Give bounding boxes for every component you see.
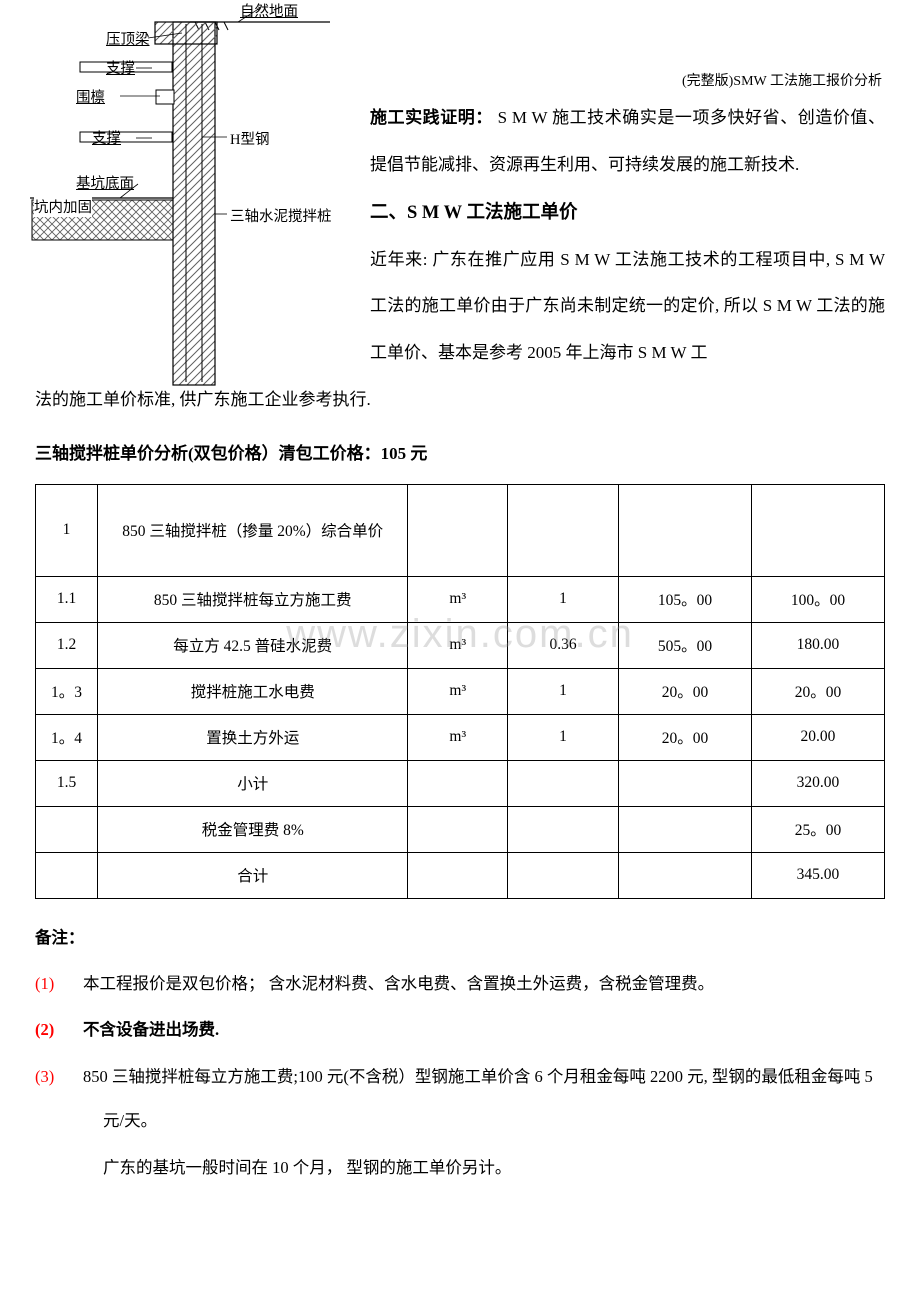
cell: m³	[408, 668, 508, 714]
cross-section-diagram: 自然地面 压顶梁 支撑 围檩 支撑 H型钢 基坑底面 坑内加固 三轴水泥搅拌桩	[20, 0, 330, 395]
cell: 850 三轴搅拌桩每立方施工费	[98, 576, 408, 622]
note-text: 不含设备进出场费.	[83, 1020, 219, 1039]
table-heading: 三轴搅拌桩单价分析(双包价格）清包工价格：105 元	[35, 432, 885, 476]
cell	[36, 806, 98, 852]
cell: 505。00	[618, 622, 751, 668]
label-natural-ground: 自然地面	[240, 0, 298, 21]
note-continuation: 广东的基坑一般时间在 10 个月， 型钢的施工单价另计。	[35, 1146, 885, 1191]
note-number: (3)	[35, 1055, 83, 1100]
table-row: 1.5 小计 320.00	[36, 760, 885, 806]
cell	[618, 484, 751, 576]
table-row: 合计 345.00	[36, 852, 885, 898]
p1-emphasis: 施工实践证明：	[370, 108, 493, 127]
cell	[508, 760, 619, 806]
cell	[751, 484, 884, 576]
cell: 180.00	[751, 622, 884, 668]
cell: 税金管理费 8%	[98, 806, 408, 852]
cell	[618, 852, 751, 898]
cell	[508, 806, 619, 852]
cell	[36, 852, 98, 898]
cell: 置换土方外运	[98, 714, 408, 760]
table-row: 税金管理费 8% 25。00	[36, 806, 885, 852]
cell: m³	[408, 622, 508, 668]
cell: 105。00	[618, 576, 751, 622]
table-row: 1。4 置换土方外运 m³ 1 20。00 20.00	[36, 714, 885, 760]
cell: 20.00	[751, 714, 884, 760]
paragraph-1: 施工实践证明： S M W 施工技术确实是一项多快好省、创造价值、提倡节能减排、…	[370, 95, 885, 189]
label-support1: 支撑	[106, 57, 135, 78]
cell: 1。4	[36, 714, 98, 760]
note-number: (1)	[35, 962, 83, 1007]
note-number: (2)	[35, 1008, 83, 1053]
cell: 1.2	[36, 622, 98, 668]
section-heading-2: 二、S M W 工法施工单价	[370, 189, 885, 237]
page-header-right: (完整版)SMW 工法施工报价分析	[682, 70, 882, 90]
note-text: 850 三轴搅拌桩每立方施工费;100 元(不含税）型钢施工单价含 6 个月租金…	[83, 1067, 873, 1131]
paragraph-2a: 近年来: 广东在推广应用 S M W 工法施工技术的工程项目中, S M W 工…	[370, 237, 885, 377]
cell: 1。3	[36, 668, 98, 714]
cell: 1	[508, 714, 619, 760]
label-h-steel: H型钢	[230, 128, 269, 149]
cell	[508, 852, 619, 898]
cell: 合计	[98, 852, 408, 898]
note-item-1: (1)本工程报价是双包价格； 含水泥材料费、含水电费、含置换土外运费，含税金管理…	[35, 962, 885, 1007]
cell: 20。00	[618, 714, 751, 760]
cell: 1	[508, 576, 619, 622]
cell: 20。00	[751, 668, 884, 714]
cell: 20。00	[618, 668, 751, 714]
table-row: 1.2 每立方 42.5 普硅水泥费 m³ 0.36 505。00 180.00	[36, 622, 885, 668]
cell: 小计	[98, 760, 408, 806]
label-triaxial-pile: 三轴水泥搅拌桩	[230, 205, 332, 226]
price-table: 1 850 三轴搅拌桩（掺量 20%）综合单价 1.1 850 三轴搅拌桩每立方…	[35, 484, 885, 899]
cell: 850 三轴搅拌桩（掺量 20%）综合单价	[98, 484, 408, 576]
cell: 每立方 42.5 普硅水泥费	[98, 622, 408, 668]
cell: 搅拌桩施工水电费	[98, 668, 408, 714]
label-pressure-beam: 压顶梁	[106, 28, 150, 49]
label-enclosure: 围檩	[76, 86, 105, 107]
cell: 1	[508, 668, 619, 714]
note-text: 本工程报价是双包价格； 含水泥材料费、含水电费、含置换土外运费，含税金管理费。	[83, 974, 714, 993]
cell: 320.00	[751, 760, 884, 806]
table-row: 1 850 三轴搅拌桩（掺量 20%）综合单价	[36, 484, 885, 576]
label-support2: 支撑	[92, 127, 121, 148]
cell: m³	[408, 576, 508, 622]
cell: 345.00	[751, 852, 884, 898]
cell	[408, 760, 508, 806]
note-item-2: (2)不含设备进出场费.	[35, 1008, 885, 1053]
cell: 0.36	[508, 622, 619, 668]
label-reinforcement: 坑内加固	[34, 196, 92, 217]
cell: 1.5	[36, 760, 98, 806]
cell: 1.1	[36, 576, 98, 622]
table-row: 1。3 搅拌桩施工水电费 m³ 1 20。00 20。00	[36, 668, 885, 714]
cell: m³	[408, 714, 508, 760]
table-row: 1.1 850 三轴搅拌桩每立方施工费 m³ 1 105。00 100。00	[36, 576, 885, 622]
cell	[408, 852, 508, 898]
cell	[408, 806, 508, 852]
label-pit-bottom: 基坑底面	[76, 172, 134, 193]
note-item-3: (3)850 三轴搅拌桩每立方施工费;100 元(不含税）型钢施工单价含 6 个…	[35, 1055, 885, 1144]
cell	[508, 484, 619, 576]
cell: 25。00	[751, 806, 884, 852]
cell: 100。00	[751, 576, 884, 622]
cell: 1	[36, 484, 98, 576]
notes-heading: 备注：	[35, 917, 885, 960]
cell	[408, 484, 508, 576]
cell	[618, 806, 751, 852]
cell	[618, 760, 751, 806]
